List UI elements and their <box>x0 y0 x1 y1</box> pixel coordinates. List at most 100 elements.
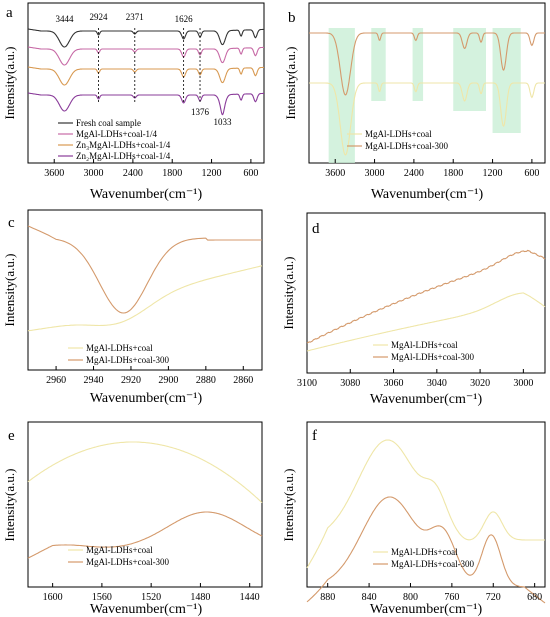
series-line-coal300 <box>309 32 545 96</box>
legend-label: MgAl-LDHs+coal <box>365 129 432 139</box>
peak-annotation: 2924 <box>90 12 109 22</box>
series-line-coal300 <box>306 496 546 604</box>
legend-label: Fresh coal sample <box>76 118 141 128</box>
legend-label: MgAl-LDHs+coal <box>391 547 458 557</box>
series-line-coal300 <box>27 511 263 559</box>
peak-annotation: 1376 <box>191 107 210 117</box>
x-tick-label: 3600 <box>44 168 64 179</box>
chart-panel-d: 3100 3080 3060 3040 3020 3000 d MgAl-LDHs+coa… <box>281 212 546 407</box>
legend: MgAl-LDHs+coal MgAl-LDHs+coal-300 <box>373 547 475 569</box>
x-axis-label: Wavenumber(cm⁻¹) <box>370 602 483 617</box>
series-line-zn2 <box>27 92 264 116</box>
peak-annotation: 1626 <box>175 14 194 24</box>
x-tick-label: 600 <box>524 168 539 179</box>
curves-group <box>27 28 264 116</box>
series-line-zn3 <box>27 66 264 86</box>
panel-label-b: b <box>288 10 296 26</box>
x-tick-label: 3080 <box>340 378 360 389</box>
x-tick-label: 1800 <box>162 168 182 179</box>
x-tick-label: 3000 <box>513 378 533 389</box>
series-line-coal300 <box>306 249 546 344</box>
legend-label: Zn₃MgAl-LDHs+coal-1/4 <box>76 140 171 150</box>
series-line-mgal <box>27 46 264 66</box>
chart-panel-a: a 3444 2924 2371 1626 1376 1033 3600 3000 2400 1… <box>2 2 265 202</box>
curves-group <box>27 441 263 559</box>
x-tick-label: 1200 <box>202 168 222 179</box>
legend: Fresh coal sample MgAl-LDHs+coal-1/4 Zn₃… <box>58 118 171 161</box>
curves-group <box>306 439 546 604</box>
x-tick-label: 1600 <box>43 592 63 603</box>
panel-label-e: e <box>8 428 15 444</box>
x-tick-label: 2940 <box>84 375 104 386</box>
legend-label: MgAl-LDHs+coal <box>86 343 153 353</box>
series-line-coal <box>27 265 263 332</box>
x-axis-label: Wavenumber(cm⁻¹) <box>90 391 203 406</box>
highlight-band <box>492 28 521 133</box>
x-tick-label: 3000 <box>84 168 104 179</box>
legend-label: MgAl-LDHs+coal-300 <box>86 355 170 365</box>
x-tick-label: 2900 <box>158 375 178 386</box>
highlight-band <box>412 28 424 101</box>
panel-label-f: f <box>312 428 317 444</box>
legend: MgAl-LDHs+coal MgAl-LDHs+coal-300 <box>373 340 475 362</box>
x-tick-label: 600 <box>243 168 258 179</box>
chart-panel-c: 2960 2940 2920 2900 2880 2860 c MgAl-LDHs+coa… <box>2 209 263 406</box>
legend-label: MgAl-LDHs+coal-1/4 <box>76 129 158 139</box>
panel-label-d: d <box>312 221 320 237</box>
x-tick-label: 840 <box>362 592 377 603</box>
x-axis-ticks: 3600 3000 2400 1800 1200 600 <box>44 159 258 179</box>
y-axis-label: Intensity(a.u.) <box>2 254 17 327</box>
legend-label: MgAl-LDHs+coal <box>86 545 153 555</box>
peak-annotation: 3444 <box>55 14 74 24</box>
x-tick-label: 1800 <box>443 168 463 179</box>
y-axis-label: Intensity(a.u.) <box>281 469 296 542</box>
x-axis-label: Wavenumber(cm⁻¹) <box>90 602 203 617</box>
x-tick-label: 2400 <box>404 168 424 179</box>
curves-group <box>309 32 545 156</box>
plot-frame <box>27 209 263 371</box>
x-tick-label: 2880 <box>196 375 216 386</box>
y-axis-label: Intensity(a.u.) <box>2 469 17 542</box>
chart-panel-b: 3600 3000 2400 1800 1200 600 b MgAl-LDHs+coal… <box>283 2 546 202</box>
x-tick-label: 3100 <box>297 378 317 389</box>
peak-annotations: 3444 2924 2371 1626 1376 1033 <box>55 12 232 127</box>
x-tick-label: 1200 <box>483 168 503 179</box>
highlight-band <box>453 28 486 111</box>
x-axis-ticks: 3600 3000 2400 1800 1200 600 <box>325 159 539 179</box>
series-line-fresh <box>27 28 264 48</box>
x-tick-label: 2960 <box>46 375 66 386</box>
series-line-coal <box>27 441 263 504</box>
legend: MgAl-LDHs+coal MgAl-LDHs+coal-300 <box>68 545 170 567</box>
legend-label: Zn₂MgAl-LDHs+coal-1/4 <box>76 151 171 161</box>
legend: MgAl-LDHs+coal MgAl-LDHs+coal-300 <box>68 343 170 365</box>
x-tick-label: 2400 <box>123 168 143 179</box>
plot-frame <box>306 212 546 374</box>
x-tick-label: 1440 <box>240 592 260 603</box>
chart-panel-f: 880 840 800 760 720 680 f MgAl-LDHs+coal MgAl… <box>281 421 546 617</box>
y-axis-label: Intensity(a.u.) <box>2 47 17 120</box>
x-axis-label: Wavenumber(cm⁻¹) <box>90 187 203 202</box>
x-tick-label: 2860 <box>233 375 253 386</box>
legend-label: MgAl-LDHs+coal-300 <box>365 141 449 151</box>
x-tick-label: 1560 <box>92 592 112 603</box>
x-tick-label: 3600 <box>325 168 345 179</box>
x-tick-label: 760 <box>444 592 459 603</box>
x-tick-label: 1520 <box>141 592 161 603</box>
x-tick-label: 2920 <box>121 375 141 386</box>
peak-annotation: 1033 <box>214 117 233 127</box>
x-tick-label: 3000 <box>365 168 385 179</box>
chart-panel-e: 1600 1560 1520 1480 1440 e MgAl-LDHs+coal Mg… <box>2 421 263 617</box>
y-axis-label: Intensity(a.u.) <box>283 47 298 120</box>
x-axis-label: Wavenumber(cm⁻¹) <box>370 392 483 407</box>
x-tick-label: 880 <box>320 592 335 603</box>
series-line-coal <box>309 82 545 156</box>
legend-label: MgAl-LDHs+coal-300 <box>391 559 475 569</box>
legend-label: MgAl-LDHs+coal-300 <box>86 557 170 567</box>
x-tick-label: 3040 <box>427 378 447 389</box>
curves-group <box>306 249 546 352</box>
x-tick-label: 800 <box>403 592 418 603</box>
x-tick-label: 720 <box>486 592 501 603</box>
x-axis-ticks: 1600 1560 1520 1480 1440 <box>43 583 260 603</box>
legend-label: MgAl-LDHs+coal-300 <box>391 352 475 362</box>
plot-frame <box>27 2 265 164</box>
